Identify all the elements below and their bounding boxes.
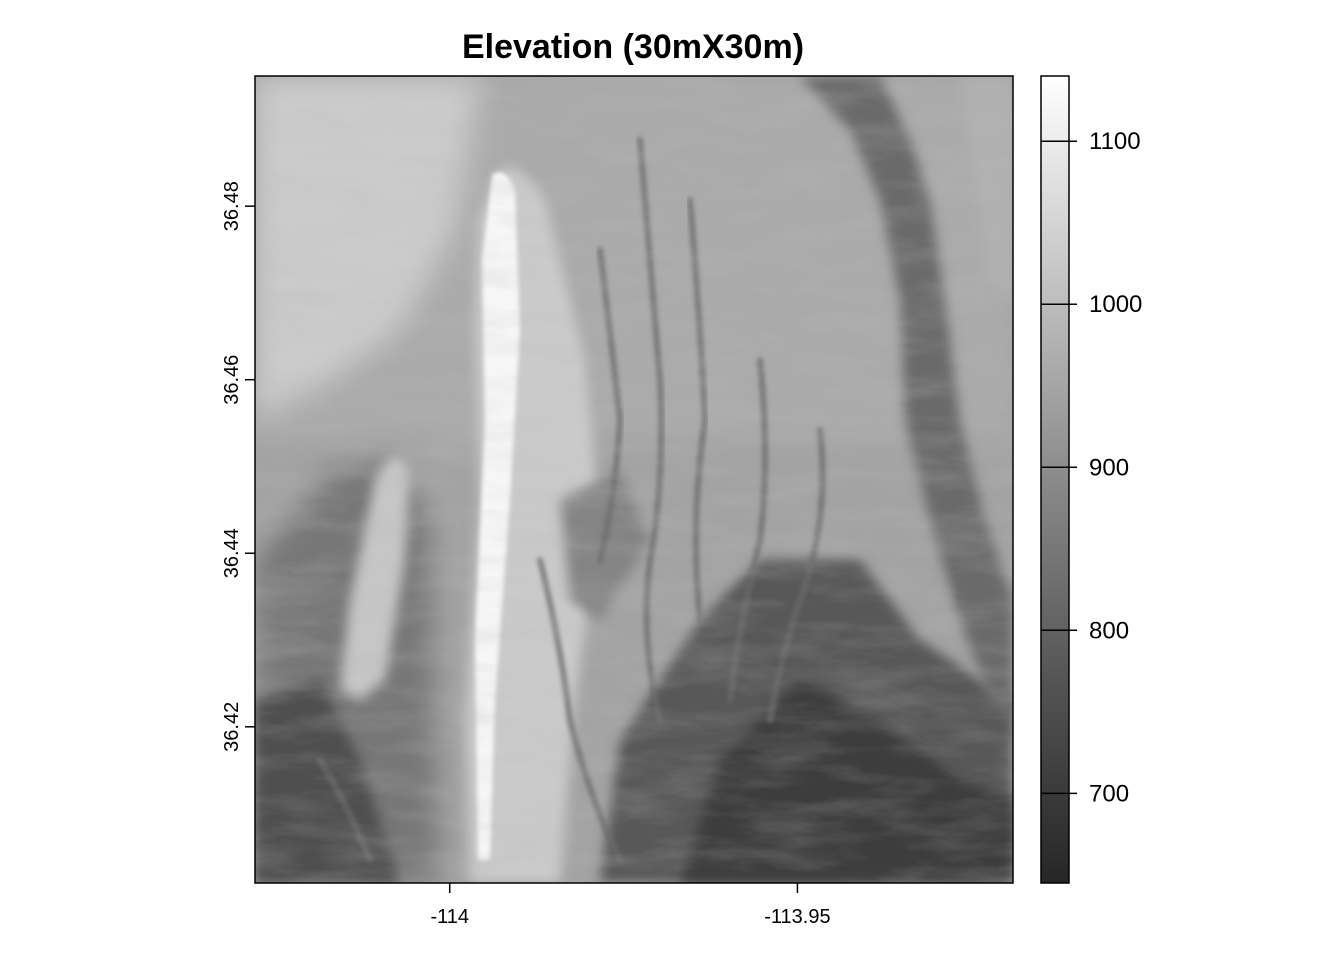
colorbar-ramp — [1040, 75, 1070, 884]
y-tick-label: 36.46 — [221, 355, 243, 405]
y-tick-label: 36.42 — [221, 702, 243, 752]
y-tick-label: 36.44 — [221, 528, 243, 578]
terrain-texture — [255, 76, 1013, 883]
colorbar-tick-label: 900 — [1089, 454, 1129, 481]
plot-frame — [254, 75, 1014, 884]
x-tick-label: -114 — [430, 906, 469, 928]
colorbar-tick-label: 1000 — [1089, 291, 1142, 318]
colorbar-tick-label: 1100 — [1089, 128, 1141, 155]
chart-title: Elevation (30mX30m) — [462, 28, 804, 66]
y-tick-label: 36.48 — [221, 181, 243, 231]
y-axis: 36.42 36.44 36.46 36.48 — [221, 181, 255, 752]
colorbar-tick-label: 800 — [1089, 617, 1129, 644]
colorbar-tick-label: 700 — [1089, 780, 1129, 807]
colorbar: 700 800 900 1000 1100 — [1040, 75, 1142, 884]
x-tick-label: -113.95 — [764, 906, 830, 928]
elevation-raster — [255, 76, 1013, 883]
x-axis: -114 -113.95 — [430, 883, 831, 928]
